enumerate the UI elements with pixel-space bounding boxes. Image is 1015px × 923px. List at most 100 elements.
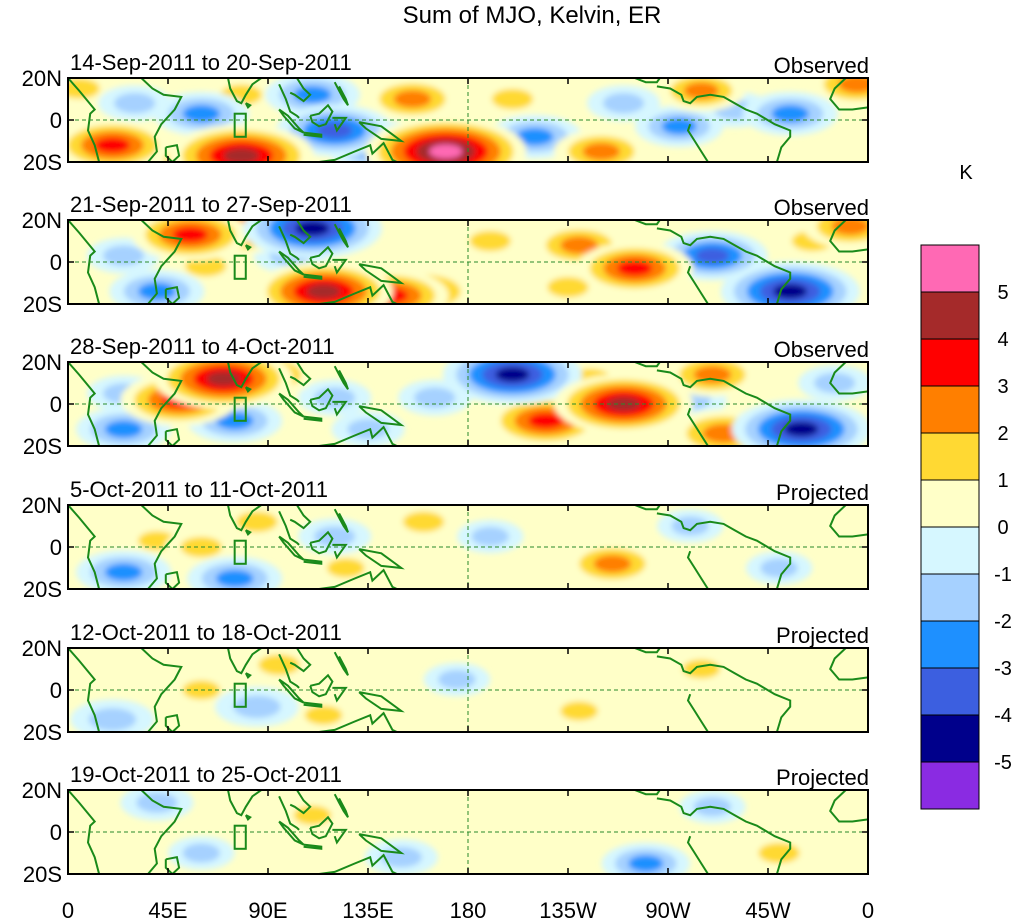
y-tick-label: 20S xyxy=(23,150,62,175)
coastline xyxy=(656,369,792,446)
coastline xyxy=(332,686,348,703)
coastline xyxy=(309,673,334,698)
anomaly-field xyxy=(120,790,816,874)
x-tick-label: 45E xyxy=(148,898,187,923)
panel-period-label: 19-Oct-2011 to 25-Oct-2011 xyxy=(70,762,342,787)
coastline xyxy=(656,85,792,162)
coastline xyxy=(244,529,252,537)
coastline xyxy=(829,78,868,111)
panel-1: 20N 0 20S 14-Sep-2011 to 20-Sep-2011 Observe… xyxy=(22,50,869,175)
coastline xyxy=(164,856,181,874)
y-tick-label: 20N xyxy=(22,778,62,803)
coastline xyxy=(289,78,312,103)
anomaly-contour xyxy=(438,670,476,689)
coastline xyxy=(829,505,868,538)
coastline xyxy=(309,103,334,128)
colorbar-swatch xyxy=(920,432,980,481)
coastline xyxy=(278,225,300,261)
coastline xyxy=(829,220,868,253)
anomaly-contour xyxy=(760,558,798,578)
coastline xyxy=(656,512,792,589)
anomaly-contour xyxy=(306,284,341,299)
coastline xyxy=(140,505,183,589)
panel-status-label: Projected xyxy=(776,480,869,505)
anomaly-contour xyxy=(661,118,697,135)
x-tick-label: 180 xyxy=(450,898,487,923)
colorbar-swatch xyxy=(920,620,980,669)
coastlines xyxy=(68,648,868,732)
coastline xyxy=(358,405,405,427)
anomaly-contour xyxy=(560,701,598,721)
coastline xyxy=(829,790,868,823)
y-tick-label: 20N xyxy=(22,350,62,375)
x-tick-label: 90E xyxy=(248,898,287,923)
colorbar-swatch xyxy=(920,291,980,340)
y-tick-label: 20S xyxy=(23,434,62,459)
anomaly-contour xyxy=(223,148,260,162)
coastline xyxy=(318,711,398,732)
colorbar-swatch xyxy=(920,714,980,763)
anomaly-contour xyxy=(68,78,100,99)
coastline xyxy=(332,400,348,417)
panel-2: 20N 0 20S 21-Sep-2011 to 27-Sep-2011 Observe… xyxy=(22,192,869,317)
panel-status-label: Observed xyxy=(774,53,869,78)
panel-5: 20N 0 20S 12-Oct-2011 to 18-Oct-2011 Project… xyxy=(22,620,869,745)
coastline xyxy=(244,244,252,252)
anomaly-contour xyxy=(771,105,809,123)
colorbar-tick-label: -3 xyxy=(994,658,1012,680)
region-box xyxy=(233,112,247,138)
coastline xyxy=(244,102,252,110)
coastline xyxy=(303,701,323,708)
coastline xyxy=(656,227,792,304)
coastline xyxy=(686,407,709,446)
coastline xyxy=(227,790,262,817)
anomaly-contour xyxy=(182,105,221,123)
coastline xyxy=(289,362,312,387)
anomaly-contour xyxy=(471,527,509,546)
coastline xyxy=(686,550,709,589)
anomaly-contour xyxy=(236,511,278,532)
coastline xyxy=(634,505,662,511)
coastline xyxy=(140,648,183,732)
y-tick-label: 20S xyxy=(23,720,62,745)
y-tick-label: 20S xyxy=(23,292,62,317)
colorbar-swatch xyxy=(920,244,980,293)
coastline xyxy=(164,144,181,162)
anomaly-contour xyxy=(185,256,227,277)
coastline xyxy=(227,78,262,105)
coastline xyxy=(68,648,101,732)
panels-layer: 20N 0 20S 14-Sep-2011 to 20-Sep-2011 Observe… xyxy=(22,50,869,887)
coastline xyxy=(358,691,405,713)
anomaly-contour xyxy=(293,805,332,825)
anomaly-contour xyxy=(215,569,254,588)
coastline xyxy=(333,651,349,676)
anomaly-contour xyxy=(515,128,554,146)
colorbar-tick-label: 0 xyxy=(997,517,1008,539)
coastline xyxy=(278,653,300,689)
anomaly-contour xyxy=(316,122,353,139)
colorbar-tick-label: -1 xyxy=(994,564,1012,586)
x-tick-label: 0 xyxy=(862,898,874,923)
colorbar-unit-label: K xyxy=(959,162,973,184)
coastline xyxy=(332,258,348,275)
y-tick-label: 0 xyxy=(50,820,62,845)
coastline xyxy=(333,365,349,390)
coastline xyxy=(318,283,398,304)
coastline xyxy=(358,263,405,285)
coastline xyxy=(656,655,792,732)
coastline xyxy=(358,833,405,855)
anomaly-contour xyxy=(380,847,422,868)
coastline xyxy=(244,672,252,680)
panel-status-label: Projected xyxy=(776,623,869,648)
y-tick-label: 20N xyxy=(22,636,62,661)
coastline xyxy=(278,510,300,546)
colorbar-tick-label: 2 xyxy=(997,423,1008,445)
coastline xyxy=(278,83,300,119)
chart-title: Sum of MJO, Kelvin, ER xyxy=(403,2,662,29)
coastline xyxy=(318,141,398,162)
coastline xyxy=(829,362,868,395)
y-tick-label: 0 xyxy=(50,250,62,275)
anomaly-contour xyxy=(547,277,589,298)
anomaly-contour xyxy=(491,88,534,110)
y-tick-label: 0 xyxy=(50,108,62,133)
